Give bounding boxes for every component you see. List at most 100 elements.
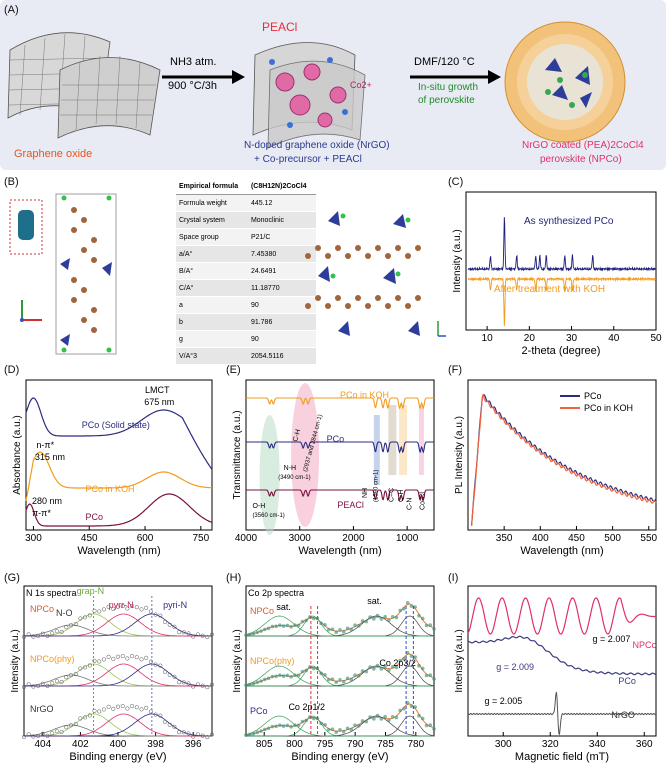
- panel-label-b: (B): [4, 176, 19, 188]
- data-point: [375, 613, 380, 618]
- data-point: [341, 730, 346, 734]
- data-point: [36, 683, 41, 688]
- chart-h-co2p: 805 800 795 790 785 780 Binding energy (eV) Int…: [232, 585, 436, 763]
- x-tick-label: 396: [185, 739, 202, 750]
- data-point: [409, 604, 414, 608]
- data-point: [345, 726, 350, 731]
- data-point: [278, 723, 282, 727]
- data-point: [195, 682, 200, 687]
- data-point: [360, 719, 365, 723]
- data-point: [304, 618, 308, 623]
- x-tick-label: 4000: [235, 533, 258, 544]
- data-point: [134, 655, 139, 660]
- x-tick-label: 600: [137, 533, 154, 544]
- data-point: [92, 608, 97, 613]
- data-point: [191, 684, 196, 689]
- series-label: NPCo(phy): [30, 654, 75, 664]
- table-row: g 90: [176, 330, 316, 348]
- data-point: [274, 724, 278, 729]
- data-point: [402, 657, 406, 661]
- data-point: [405, 601, 410, 605]
- fit-component: [24, 613, 213, 637]
- data-point: [360, 669, 365, 673]
- data-point: [162, 719, 168, 724]
- data-point: [368, 715, 372, 719]
- panel-label-d: (D): [4, 364, 20, 376]
- x-axis-label: Magnetic field (mT): [515, 751, 609, 763]
- data-point: [319, 621, 323, 626]
- x-tick-label: 550: [640, 533, 657, 544]
- data-point: [278, 623, 282, 627]
- data-point: [153, 662, 158, 667]
- data-point: [432, 727, 436, 731]
- data-point: [120, 604, 125, 609]
- series-label: NPCo: [250, 606, 274, 616]
- data-point: [191, 734, 196, 739]
- data-point: [158, 713, 163, 718]
- data-point: [167, 672, 172, 677]
- data-point: [293, 623, 297, 628]
- data-point: [304, 668, 308, 673]
- data-point: [167, 722, 172, 727]
- x-tick-label: 50: [650, 333, 662, 344]
- data-point: [130, 604, 135, 609]
- data-point: [398, 708, 402, 713]
- x-tick-label: 10: [482, 333, 494, 344]
- data-point: [205, 735, 210, 740]
- data-point: [372, 667, 376, 671]
- data-point: [54, 729, 59, 734]
- data-point: [326, 627, 331, 632]
- y-axis-label: PL Intensity (a.u.): [454, 416, 465, 494]
- data-point: [167, 622, 172, 627]
- table-cell: 24.6491: [247, 262, 316, 280]
- data-point: [353, 673, 357, 677]
- chart-f-pl: 350 400 450 500 550 Wavelength (nm) PL Intensi…: [454, 379, 658, 557]
- series-label: NrGO: [30, 704, 54, 714]
- data-point: [334, 630, 339, 635]
- series-label: NPCo(phy): [250, 656, 295, 666]
- table-cell: b: [176, 313, 248, 331]
- x-tick-label: 450: [568, 533, 585, 544]
- data-point: [186, 681, 191, 686]
- product-label-1: NrGO coated (PEA)2CoCl4: [522, 140, 644, 151]
- data-point: [296, 673, 301, 678]
- data-point: [353, 723, 357, 727]
- xrd-line-as-synthesized: [467, 217, 657, 272]
- data-point: [59, 629, 64, 634]
- x-axis-label: Binding energy (eV): [291, 751, 388, 763]
- data-point: [73, 622, 78, 627]
- table-row: V/A°3 2054.5116: [176, 347, 316, 365]
- data-point: [270, 724, 275, 729]
- data-point: [40, 731, 45, 736]
- data-point: [139, 607, 144, 612]
- data-point: [360, 619, 365, 623]
- data-point: [83, 715, 88, 720]
- data-point: [372, 617, 376, 621]
- data-point: [289, 675, 293, 679]
- x-tick-label: 2000: [342, 533, 365, 544]
- x-tick-label: 780: [407, 739, 424, 750]
- graphene-sheet-2: [57, 55, 161, 139]
- epr-line-nrgo: [467, 691, 657, 736]
- step1-condition-bottom: 900 °C/3h: [168, 80, 218, 92]
- data-point: [341, 630, 346, 634]
- x-tick-label: 40: [608, 333, 620, 344]
- data-point: [383, 714, 387, 719]
- table-cell: g: [176, 330, 248, 348]
- x-axis-label: 2-theta (degree): [522, 345, 601, 357]
- band-highlight-nh: [373, 415, 380, 485]
- x-tick-label: 402: [72, 739, 89, 750]
- data-point: [125, 606, 130, 611]
- crystal-packing-view: [305, 211, 446, 337]
- series-label: PCo: [327, 434, 345, 444]
- legend-label: PCo in KOH: [584, 403, 633, 413]
- x-tick-label: 400: [532, 533, 549, 544]
- data-point: [177, 730, 182, 735]
- table-row: B/A° 24.6491: [176, 262, 316, 280]
- legend-label: PCo: [584, 391, 602, 401]
- data-point: [177, 680, 182, 685]
- data-point: [259, 629, 263, 633]
- data-point: [364, 719, 369, 724]
- data-point: [181, 730, 186, 735]
- data-point: [162, 669, 168, 674]
